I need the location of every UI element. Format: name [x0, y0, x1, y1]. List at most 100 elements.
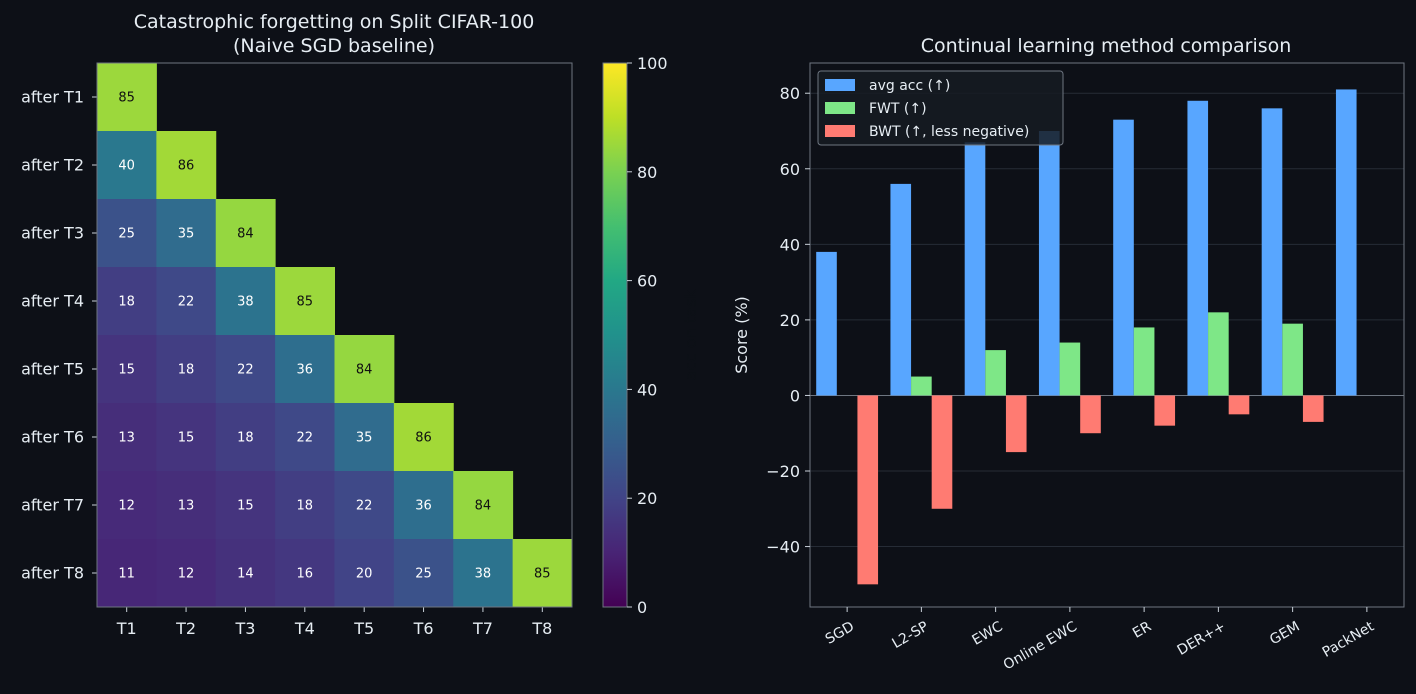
heatmap-cell [393, 471, 454, 540]
bar-bwt [1080, 395, 1101, 434]
heatmap-frame [96, 62, 573, 608]
heatmap-cell [453, 539, 514, 608]
bar-legend: avg acc (↑) FWT (↑) BWT (↑, less negative) [817, 70, 1064, 146]
heatmap-cell-label: 16 [297, 567, 314, 582]
heatmap-row-label: after T2 [21, 156, 84, 175]
heatmap-cell [156, 335, 217, 404]
heatmap-cell [156, 403, 217, 472]
bar-frame [809, 62, 1405, 608]
bar-title: Continual learning method comparison [921, 35, 1292, 57]
legend-swatch [825, 102, 855, 114]
heatmap-cell-label: 85 [297, 295, 314, 310]
bar-fwt [985, 350, 1006, 396]
heatmap-cell [215, 199, 276, 268]
heatmap-cell [156, 539, 217, 608]
heatmap-cell-label: 36 [415, 499, 432, 514]
heatmap-cell-label: 13 [178, 499, 195, 514]
legend-entry: BWT (↑, less negative) [869, 124, 1029, 140]
heatmap-cell [97, 539, 157, 608]
colorbar-tick-label: 80 [637, 163, 657, 182]
bar-x-tick-label: EWC [970, 618, 1006, 648]
heatmap-cell-label: 22 [356, 499, 373, 514]
heatmap-cell [393, 539, 454, 608]
heatmap-cell-label: 14 [237, 567, 254, 582]
colorbar-tick-label: 0 [637, 598, 647, 617]
heatmap-col-label: T1 [116, 619, 137, 638]
heatmap-cell-label: 15 [118, 363, 135, 378]
heatmap-cell-label: 22 [237, 363, 254, 378]
heatmap-cell [215, 539, 276, 608]
heatmap-cell [156, 199, 217, 268]
heatmap-cell-label: 15 [237, 499, 254, 514]
heatmap-cell [334, 335, 395, 404]
colorbar-gradient [603, 63, 627, 607]
heatmap-col-label: T4 [294, 619, 315, 638]
bar-panel: Continual learning method comparison −40… [732, 35, 1405, 674]
heatmap-row-label: after T7 [21, 496, 84, 515]
heatmap-cell-label: 35 [356, 431, 373, 446]
heatmap-cell [275, 539, 335, 608]
heatmap-cell [275, 267, 335, 336]
heatmap-cell [97, 267, 157, 336]
bar-avg-acc [1038, 131, 1060, 396]
heatmap-row-label: after T6 [21, 428, 84, 447]
bar-x-tick-label: ER [1130, 618, 1154, 641]
heatmap-cell [97, 131, 157, 200]
heatmap-cell [453, 471, 514, 540]
bar-bwt [1154, 395, 1176, 426]
heatmap-cell-label: 15 [178, 431, 195, 446]
bar-bwt [1302, 395, 1324, 422]
bar-x-tick-label: GEM [1267, 619, 1303, 649]
heatmap-cell-label: 18 [297, 499, 314, 514]
colorbar-tick-label: 40 [637, 380, 657, 399]
heatmap-cell-label: 84 [237, 227, 254, 242]
colorbar-frame [602, 62, 628, 608]
heatmap-cell [275, 471, 335, 540]
heatmap-cell [334, 539, 395, 608]
heatmap-panel: Catastrophic forgetting on Split CIFAR-1… [21, 11, 573, 638]
legend-swatch [825, 79, 855, 91]
bar-fwt [1208, 312, 1229, 396]
bar-fwt [911, 376, 932, 396]
heatmap-cell-label: 18 [118, 295, 135, 310]
colorbar: 0 20 40 60 80 100 acc on task [602, 54, 700, 617]
heatmap-cell-label: 38 [475, 567, 492, 582]
heatmap-cell [156, 471, 217, 540]
heatmap-cell [97, 199, 157, 268]
heatmap-cell [334, 403, 395, 472]
bar-y-tick-label: 40 [780, 235, 800, 254]
heatmap-col-label: T6 [413, 619, 434, 638]
bar-avg-acc [816, 251, 837, 396]
legend-entry: avg acc (↑) [869, 78, 950, 94]
heatmap-row-label: after T8 [21, 564, 84, 583]
heatmap-cell-label: 22 [297, 431, 314, 446]
bar-ylabel: Score (%) [732, 296, 751, 374]
heatmap-row-label: after T1 [21, 88, 84, 107]
colorbar-tick-label: 60 [637, 272, 657, 291]
heatmap-cell [97, 335, 157, 404]
heatmap-cell-label: 35 [178, 227, 195, 242]
colorbar-tick-label: 100 [637, 54, 668, 73]
bar-marks [816, 89, 1357, 585]
bar-x-tick-label: DER++ [1175, 619, 1229, 659]
heatmap-cell [215, 471, 276, 540]
heatmap-cell [97, 63, 157, 132]
heatmap-col-label: T2 [175, 619, 196, 638]
heatmap-cell-label: 85 [118, 91, 135, 106]
bar-y-tick-label: 60 [780, 160, 800, 179]
bar-avg-acc [964, 142, 986, 396]
heatmap-cell-label: 12 [178, 567, 195, 582]
heatmap-row-label: after T4 [21, 292, 84, 311]
heatmap-cell-label: 38 [237, 295, 254, 310]
heatmap-col-label: T3 [234, 619, 255, 638]
bar-y-tick-label: −40 [766, 538, 800, 557]
legend-entry: FWT (↑) [869, 101, 927, 117]
heatmap-cell-label: 18 [237, 431, 254, 446]
heatmap-cell-label: 86 [178, 159, 195, 174]
heatmap-cell [156, 131, 217, 200]
bar-y-tick-label: −20 [766, 462, 800, 481]
heatmap-cell [97, 403, 157, 472]
heatmap-cell [393, 403, 454, 472]
heatmap-row-labels: after T1 after T2 after T3 after T4 after T5… [21, 88, 97, 583]
